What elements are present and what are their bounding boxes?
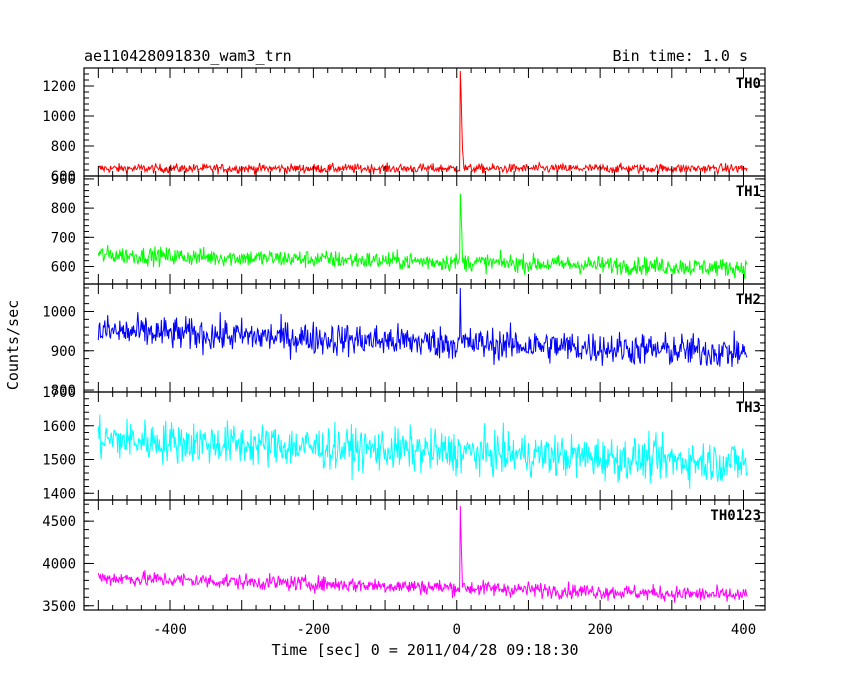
y-tick-label: 1000 [42,304,76,320]
y-tick-label: 900 [51,172,76,188]
panel-frame-th0 [83,67,766,177]
y-tick-label: 1700 [42,385,76,401]
y-tick-label: 600 [51,169,76,185]
x-tick-label: 400 [731,622,756,638]
y-tick-label: 1500 [42,453,76,469]
series-line-th3 [97,414,748,489]
y-tick-label: 800 [51,383,76,399]
x-axis-label: Time [sec] 0 = 2011/04/28 09:18:30 [271,641,578,659]
y-axis-label: Counts/sec [4,300,22,390]
chart-panels: 600 800 1000 1200 TH0 600 700 800 900 TH1 800 900 10… [42,67,766,638]
y-tick-label: 1600 [42,419,76,435]
x-tick-label: 0 [453,622,461,638]
y-tick-label: 1000 [42,109,76,125]
y-tick-label: 4500 [42,514,76,530]
y-tick-label: 1200 [42,79,76,95]
x-tick-label: -400 [153,622,187,638]
y-tick-label: 800 [51,139,76,155]
y-tick-label: 1400 [42,486,76,502]
x-tick-label: -200 [297,622,331,638]
series-line-th2 [97,287,748,368]
series-line-th1 [97,193,748,279]
panel-label-th1: TH1 [736,184,761,200]
panel-label-th0: TH0 [736,76,761,92]
panel-label-th0123: TH0123 [710,508,761,524]
series-line-th0 [97,70,748,176]
y-tick-label: 800 [51,201,76,217]
panel-label-th2: TH2 [736,292,761,308]
y-tick-label: 600 [51,259,76,275]
y-tick-label: 4000 [42,556,76,572]
bin-time-label: Bin time: 1.0 s [613,47,748,65]
series-line-th0123 [97,505,748,603]
x-tick-label: 200 [587,622,612,638]
y-tick-label: 900 [51,344,76,360]
panel-label-th3: TH3 [736,400,761,416]
chart-title: ae110428091830_wam3_trn [84,47,292,65]
y-tick-label: 3500 [42,599,76,615]
y-tick-label: 700 [51,230,76,246]
